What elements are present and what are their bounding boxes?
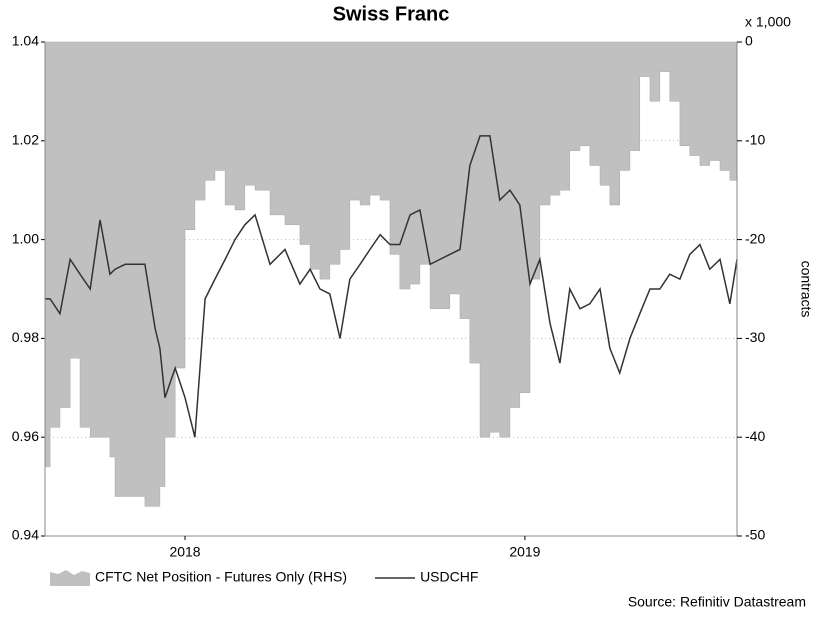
y2-tick-label: -10 bbox=[745, 132, 765, 148]
y2-tick-label: -40 bbox=[745, 428, 765, 444]
y2-tick-label: -30 bbox=[745, 329, 765, 345]
y-tick-label: 1.00 bbox=[12, 230, 39, 246]
area bbox=[44, 41, 738, 507]
line bbox=[45, 135, 738, 438]
source: Source: Refinitiv Datastream bbox=[628, 594, 806, 610]
y-tick-label: 1.04 bbox=[12, 33, 39, 49]
x-tick-label: 2019 bbox=[509, 544, 540, 560]
chart-title: Swiss Franc bbox=[333, 3, 450, 25]
y-tick-label: 0.96 bbox=[12, 428, 39, 444]
y-tick-label: 0.98 bbox=[12, 329, 39, 345]
y2-tick-label: 0 bbox=[745, 33, 753, 49]
y-tick-label: 1.02 bbox=[12, 132, 39, 148]
y2-tick-label: -20 bbox=[745, 230, 765, 246]
y2-unit: x 1,000 bbox=[745, 14, 791, 30]
y2-tick-label: -50 bbox=[745, 527, 765, 543]
y2-axis-label: contracts bbox=[798, 261, 814, 318]
y-tick-label: 0.94 bbox=[12, 527, 39, 543]
legend-label: USDCHF bbox=[420, 569, 478, 585]
legend-label: CFTC Net Position - Futures Only (RHS) bbox=[95, 569, 347, 585]
legend-swatch bbox=[50, 570, 90, 586]
x-tick-label: 2018 bbox=[169, 544, 200, 560]
